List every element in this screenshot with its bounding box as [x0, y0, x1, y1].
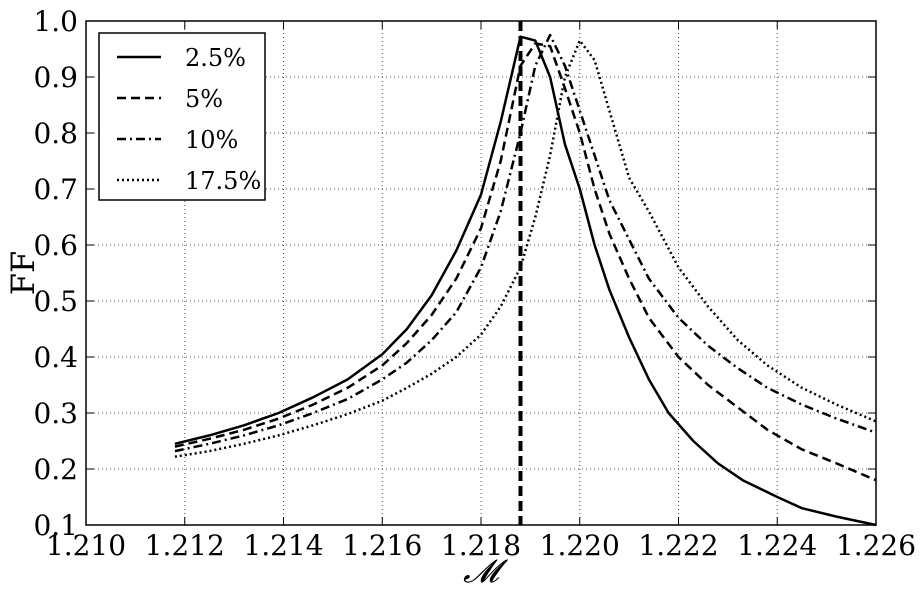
series-line-dashed: [174, 42, 877, 482]
y-tick-label: 0.1: [33, 509, 78, 542]
y-tick-label: 0.5: [33, 285, 78, 318]
x-tick-label: 1.214: [243, 529, 323, 562]
y-tick-label: 1.0: [33, 5, 78, 38]
series-lines: [174, 33, 877, 527]
x-tick-label: 1.212: [145, 529, 225, 562]
y-axis-label: FF: [4, 251, 42, 295]
series-line-dashdot: [174, 33, 877, 453]
series-line-solid: [174, 35, 877, 527]
legend-label: 5%: [185, 85, 223, 113]
tick-labels: 1.210 1.212 1.214 1.216 1.218 1.220 1.222 1.224…: [33, 5, 916, 562]
y-tick-label: 0.9: [33, 61, 78, 94]
x-tick-label: 1.226: [836, 529, 916, 562]
y-tick-label: 0.2: [33, 453, 78, 486]
y-tick-label: 0.4: [33, 341, 78, 374]
y-tick-label: 0.8: [33, 117, 78, 150]
x-tick-label: 1.222: [638, 529, 718, 562]
y-tick-label: 0.3: [33, 397, 78, 430]
x-tick-label: 1.224: [737, 529, 817, 562]
x-tick-label: 1.216: [342, 529, 422, 562]
y-tick-label: 0.6: [33, 229, 78, 262]
x-tick-label: 1.210: [46, 529, 126, 562]
x-tick-label: 1.220: [540, 529, 620, 562]
legend-label: 17.5%: [185, 167, 261, 195]
series-line-dotted: [174, 39, 877, 458]
legend-label: 2.5%: [185, 44, 246, 72]
legend-box: [98, 32, 266, 201]
x-tick-label: 1.218: [441, 529, 521, 562]
legend: 2.5% 5% 10% 17.5%: [98, 32, 266, 201]
legend-label: 10%: [185, 126, 238, 154]
y-tick-label: 0.7: [33, 173, 78, 206]
plot-frame: [85, 20, 877, 526]
